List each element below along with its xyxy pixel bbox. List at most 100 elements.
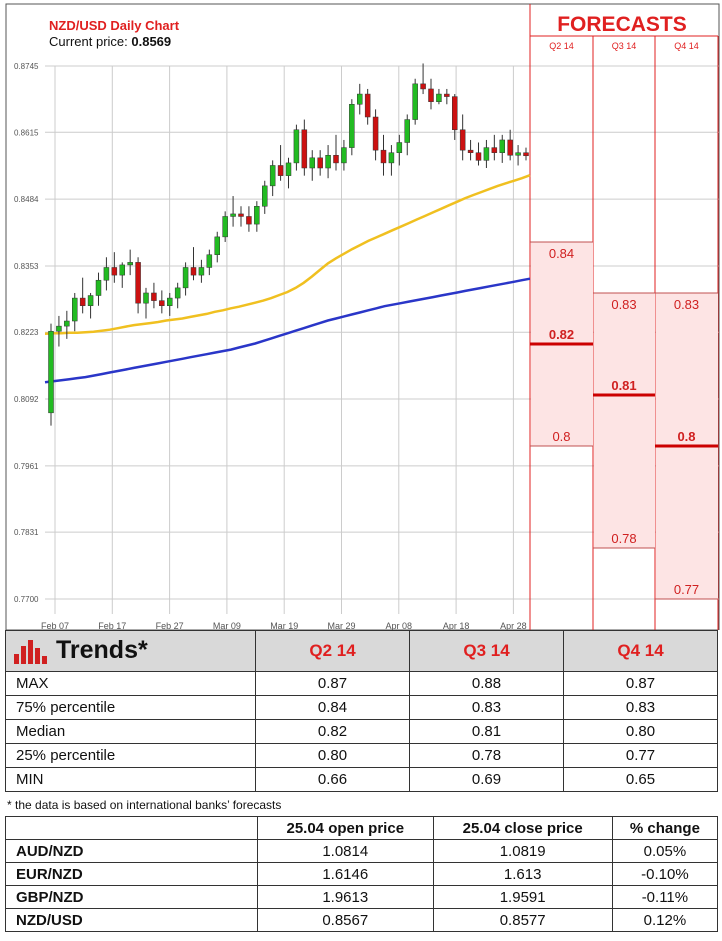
forecast-range-band: [594, 292, 655, 548]
candle-body: [79, 297, 86, 306]
pair-label: AUD/NZD: [5, 839, 258, 863]
trends-row-min: MIN 0.66 0.69 0.65: [5, 767, 718, 792]
x-tick-label: Mar 19: [270, 621, 298, 630]
row-label: 25% percentile: [5, 743, 256, 768]
candle-body: [222, 216, 228, 238]
trends-row-max: MAX 0.87 0.88 0.87: [5, 671, 718, 696]
y-tick-label: 0.7700: [14, 595, 39, 604]
forecast-median-label: 0.81: [611, 378, 636, 393]
trends-row-median: Median 0.82 0.81 0.80: [5, 719, 718, 744]
candle-body: [293, 129, 300, 164]
candle-body: [151, 292, 157, 301]
moving-averages: [44, 174, 531, 384]
trends-title: Trends*: [56, 635, 148, 664]
candle-body: [388, 152, 395, 164]
candle-body: [87, 295, 94, 306]
trends-header-row: Trends* Q2 14 Q3 14 Q4 14: [5, 630, 718, 672]
forecast-median-label: 0.82: [549, 327, 574, 342]
y-tick-label: 0.7831: [14, 528, 39, 537]
trends-head-q3: Q3 14: [409, 630, 564, 672]
candle-body: [309, 157, 315, 169]
x-tick-label: Feb 27: [156, 621, 184, 630]
candle-body: [364, 93, 371, 118]
open-price: 1.6146: [257, 862, 434, 886]
candle-body: [467, 149, 474, 153]
trends-title-cell: Trends*: [5, 630, 256, 672]
footnote: * the data is based on international ban…: [7, 798, 282, 812]
candle-body: [515, 152, 521, 156]
cell-value: 0.82: [255, 719, 410, 744]
close-price: 1.0819: [432, 839, 613, 863]
prices-row: GBP/NZD 1.9613 1.9591 -0.11%: [5, 885, 719, 909]
candle-body: [325, 155, 331, 169]
candle-body: [499, 139, 505, 153]
cell-value: 0.87: [255, 671, 410, 696]
candle-body: [523, 152, 529, 157]
prices-header-row: 25.04 open price 25.04 close price % cha…: [5, 816, 719, 840]
candle-body: [444, 93, 450, 97]
y-tick-label: 0.8092: [14, 395, 39, 404]
candle-body: [198, 267, 205, 276]
candle-body: [269, 165, 276, 187]
candle-body: [103, 267, 110, 281]
row-label: MIN: [5, 767, 256, 792]
forecast-median-label: 0.8: [677, 429, 695, 444]
chart-grid: [45, 65, 719, 614]
candle-body: [372, 116, 379, 151]
prices-corner: [5, 816, 258, 840]
candle-body: [190, 267, 197, 276]
y-tick-label: 0.8745: [14, 62, 39, 71]
candle-body: [111, 267, 118, 276]
forecast-low-label: 0.78: [611, 531, 636, 546]
row-label: Median: [5, 719, 256, 744]
candle-body: [317, 157, 323, 169]
candle-body: [56, 325, 62, 332]
candle-body: [285, 162, 292, 176]
pair-label: GBP/NZD: [5, 885, 258, 909]
chart-area: Q2 14 0.84 0.82 0.8 Q3 14 0.83 0.81 0.78 Q4 14 0.…: [5, 3, 720, 630]
y-tick-label: 0.7961: [14, 462, 39, 471]
forecast-col-label: Q3 14: [612, 41, 637, 51]
prices-row: AUD/NZD 1.0814 1.0819 0.05%: [5, 839, 719, 863]
candle-body: [143, 292, 149, 304]
candle-body: [167, 297, 173, 306]
trends-head-q4: Q4 14: [563, 630, 718, 672]
open-price: 0.8567: [257, 908, 434, 932]
pair-label: NZD/USD: [5, 908, 258, 932]
candle-body: [262, 185, 268, 207]
cell-value: 0.80: [255, 743, 410, 768]
ma-long-line: [44, 277, 531, 384]
axis-ticks: 0.8745 0.8615 0.8484 0.8353 0.8223 0.8092 0.79…: [14, 62, 527, 630]
x-tick-label: Apr 28: [500, 621, 527, 630]
candle-body: [277, 165, 284, 176]
x-tick-label: Apr 08: [386, 621, 413, 630]
candle-body: [214, 236, 220, 255]
y-tick-label: 0.8223: [14, 328, 39, 337]
candle-body: [48, 330, 54, 414]
candle-body: [230, 213, 236, 217]
candle-body: [491, 147, 498, 153]
candle-body: [333, 155, 339, 164]
trends-row-p25: 25% percentile 0.80 0.78 0.77: [5, 743, 718, 768]
candle-body: [301, 129, 308, 169]
candle-body: [206, 254, 213, 268]
cell-value: 0.77: [563, 743, 718, 768]
open-price: 1.9613: [257, 885, 434, 909]
pct-change: -0.10%: [611, 862, 719, 886]
current-price-line: Current price: 0.8569: [49, 34, 171, 49]
forecast-low-label: 0.77: [674, 582, 699, 597]
current-price-label: Current price:: [49, 34, 128, 49]
candle-body: [349, 104, 355, 148]
trends-row-p75: 75% percentile 0.84 0.83 0.83: [5, 695, 718, 720]
pct-change: 0.05%: [611, 839, 719, 863]
close-price: 1.9591: [432, 885, 613, 909]
row-label: MAX: [5, 671, 256, 696]
candle-body: [72, 297, 78, 322]
prices-head-open: 25.04 open price: [257, 816, 434, 840]
candle-body: [428, 88, 434, 102]
forecast-high-label: 0.83: [611, 297, 636, 312]
candle-body: [459, 129, 466, 151]
cell-value: 0.88: [409, 671, 564, 696]
candle-body: [246, 216, 252, 225]
candle-body: [483, 147, 490, 161]
